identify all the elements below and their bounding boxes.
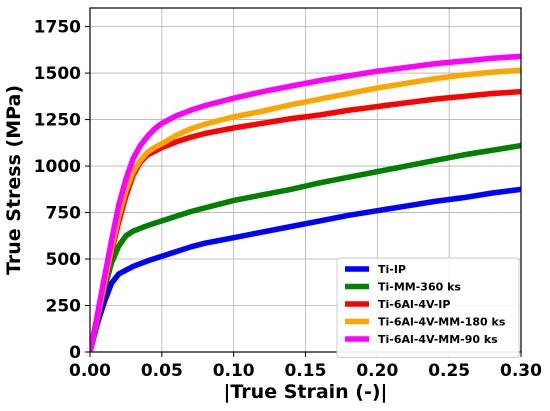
y-tick-label: 1750 [34, 18, 81, 38]
x-tick-label: 0.05 [141, 361, 183, 381]
series-line-2 [90, 142, 521, 352]
y-tick-label: 1000 [34, 157, 81, 177]
x-tick-labels: 0.00 0.05 0.10 0.15 0.20 0.25 0.30 [69, 361, 542, 381]
y-tick-label: 1500 [34, 64, 81, 84]
y-tick-label: 0 [69, 343, 81, 363]
x-tick-label: 0.10 [213, 361, 255, 381]
y-tick-label: 1250 [34, 111, 81, 131]
y-tick-label: 750 [46, 204, 82, 224]
x-tick-label: 0.20 [356, 361, 398, 381]
x-tick-label: 0.15 [285, 361, 327, 381]
y-tick-labels: 0 250 500 750 1000 1250 1500 1750 [34, 18, 81, 363]
x-axis-title: |True Strain (-)| [223, 381, 387, 403]
legend-label: Ti-IP [378, 263, 406, 276]
series-line-5 [90, 53, 521, 352]
legend-box [336, 257, 520, 358]
legend-label: Ti-6Al-4V-MM-180 ks [378, 316, 506, 329]
x-tick-label: 0.00 [69, 361, 111, 381]
y-tick-label: 500 [46, 250, 82, 270]
series-layer [90, 53, 521, 352]
legend-label: Ti-6Al-4V-IP [378, 298, 450, 311]
y-axis-title: True Stress (MPa) [3, 85, 25, 275]
y-tick-label: 250 [46, 297, 82, 317]
grid-lines [89, 8, 522, 353]
legend-label: Ti-6Al-4V-MM-90 ks [378, 333, 498, 346]
legend-label: Ti-MM-360 ks [378, 281, 461, 294]
x-tick-label: 0.30 [500, 361, 542, 381]
series-line-1 [90, 186, 521, 352]
legend: Ti-IP Ti-MM-360 ks Ti-6Al-4V-IP Ti-6Al-4V-M… [336, 257, 520, 358]
x-tick-label: 0.25 [428, 361, 470, 381]
